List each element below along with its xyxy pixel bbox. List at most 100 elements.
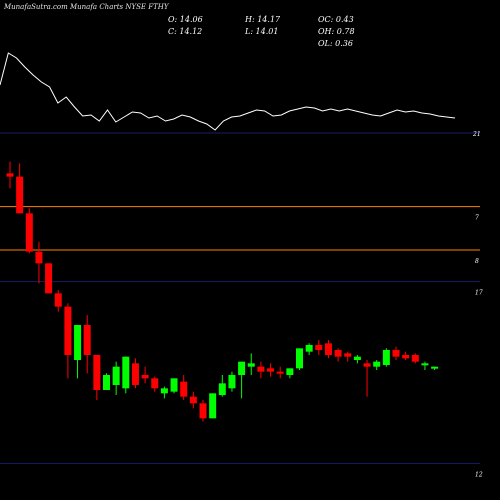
indicator-tick-label: 21: [472, 131, 481, 138]
candle-body: [296, 348, 303, 369]
candle-body: [315, 345, 323, 350]
candle-body: [122, 356, 130, 389]
candle-body: [334, 350, 342, 357]
level-label-1: 8: [475, 258, 479, 265]
candle: [324, 340, 332, 359]
candle-body: [93, 355, 101, 390]
candle-body: [267, 368, 275, 372]
candle: [421, 361, 429, 370]
candle-body: [160, 388, 168, 394]
candle: [131, 358, 139, 389]
candle-body: [238, 361, 246, 375]
candle-body: [257, 366, 265, 372]
candle-body: [54, 293, 62, 307]
candle-body: [305, 345, 313, 352]
candle-body: [151, 378, 159, 389]
candle-body: [402, 355, 410, 359]
candle: [25, 208, 33, 254]
candle-body: [45, 263, 53, 294]
level-label-0: 7: [475, 215, 479, 222]
candle: [392, 346, 400, 360]
candle: [247, 353, 255, 375]
candle: [228, 371, 236, 392]
candle: [305, 343, 313, 355]
candle: [6, 161, 14, 189]
candle: [257, 361, 265, 379]
candle: [267, 363, 275, 377]
candle-body: [286, 368, 294, 375]
candle: [93, 355, 101, 400]
chart-title: MunafaSutra.com Munafa Charts NYSE FTHY: [3, 3, 170, 11]
candle: [35, 241, 43, 284]
candle-body: [344, 353, 352, 357]
candle: [238, 361, 246, 399]
candle-body: [112, 366, 120, 385]
candle: [276, 366, 284, 379]
candle-body: [199, 403, 207, 419]
level-label-2: 17: [475, 290, 483, 297]
candle: [160, 386, 168, 399]
candle-body: [392, 350, 400, 357]
candle: [209, 393, 217, 419]
candle: [344, 351, 352, 362]
candle: [122, 356, 130, 394]
candle: [83, 315, 91, 374]
candle-body: [382, 350, 390, 365]
candle-body: [74, 325, 82, 360]
candle: [296, 348, 303, 370]
indicator-line: [0, 52, 456, 131]
candle-body: [16, 176, 24, 214]
candle-body: [170, 378, 178, 392]
candle-body: [421, 363, 429, 366]
candle-body: [209, 393, 217, 419]
oh-label: OH: 0.78: [318, 27, 355, 36]
candle: [411, 353, 419, 364]
candle-body: [218, 383, 226, 395]
candle-body: [131, 363, 139, 385]
candle-body: [276, 371, 284, 374]
oc-label: OC: 0.43: [318, 15, 354, 24]
candle-body: [35, 251, 43, 264]
candle: [373, 360, 381, 370]
candle-body: [411, 355, 419, 362]
candle-body: [189, 396, 197, 404]
candle-body: [363, 363, 371, 367]
candle-body: [324, 343, 332, 355]
level-lines: 7 8 17 12: [0, 206, 483, 478]
candle-body: [141, 375, 149, 379]
candle: [431, 366, 439, 370]
high-label: H: 14.17: [244, 15, 281, 24]
candle: [45, 263, 53, 294]
candle: [74, 325, 82, 379]
candle: [218, 375, 226, 397]
candle: [286, 368, 294, 379]
candle: [189, 391, 197, 409]
candle: [64, 303, 72, 379]
candle: [103, 373, 110, 390]
candle-body: [373, 361, 381, 367]
candle-body: [180, 381, 188, 397]
candle-body: [25, 213, 33, 252]
close-label: C: 14.12: [168, 27, 202, 36]
candle-body: [353, 356, 361, 360]
candle: [315, 340, 323, 355]
candle-body: [431, 366, 439, 369]
candles: [6, 161, 439, 422]
candle-body: [83, 325, 91, 355]
candle: [363, 360, 371, 397]
candle: [170, 378, 178, 394]
candle-body: [247, 363, 255, 367]
candle-body: [6, 173, 14, 177]
low-label: L: 14.01: [244, 27, 278, 36]
candle: [382, 348, 390, 367]
candle: [199, 400, 207, 422]
candle: [402, 351, 410, 360]
candle: [54, 290, 62, 312]
candle: [353, 355, 361, 364]
level-label-3: 12: [475, 471, 483, 478]
candle: [151, 376, 159, 392]
candle: [16, 163, 24, 214]
candle-body: [64, 306, 72, 355]
candle-body: [103, 375, 110, 390]
candle: [112, 361, 120, 395]
